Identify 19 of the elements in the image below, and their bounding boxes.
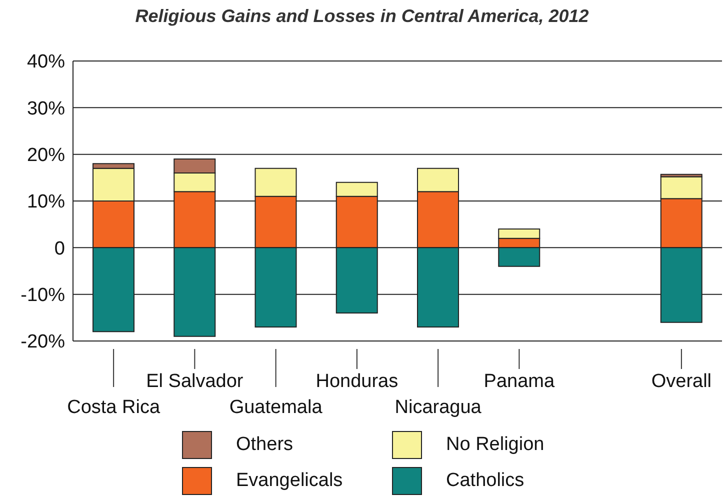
y-tick-label: 10% [26,192,66,213]
y-tick-label: 20% [26,145,66,166]
y-tick-label: 30% [26,98,66,120]
legend-label: Catholics [446,470,524,492]
x-tick-label: Overall [651,371,712,392]
legend-label: Evangelicals [236,470,343,492]
chart-title: Religious Gains and Losses in Central America, 2012 [134,5,590,28]
x-tick-label: Nicaragua [394,397,482,418]
x-tick-label: Costa Rica [67,397,160,418]
x-tick-label: Honduras [316,371,398,392]
y-tick-label: 40% [26,52,66,73]
y-tick-label: 0 [54,238,65,260]
legend-label: Others [236,434,294,456]
x-tick-label: Panama [484,371,555,392]
x-tick-label: Guatemala [229,397,323,418]
y-tick-label: -20% [20,332,66,353]
y-tick-label: -10% [20,285,66,306]
legend-label: No Religion [446,434,544,456]
x-tick-label: El Salvador [146,371,244,392]
